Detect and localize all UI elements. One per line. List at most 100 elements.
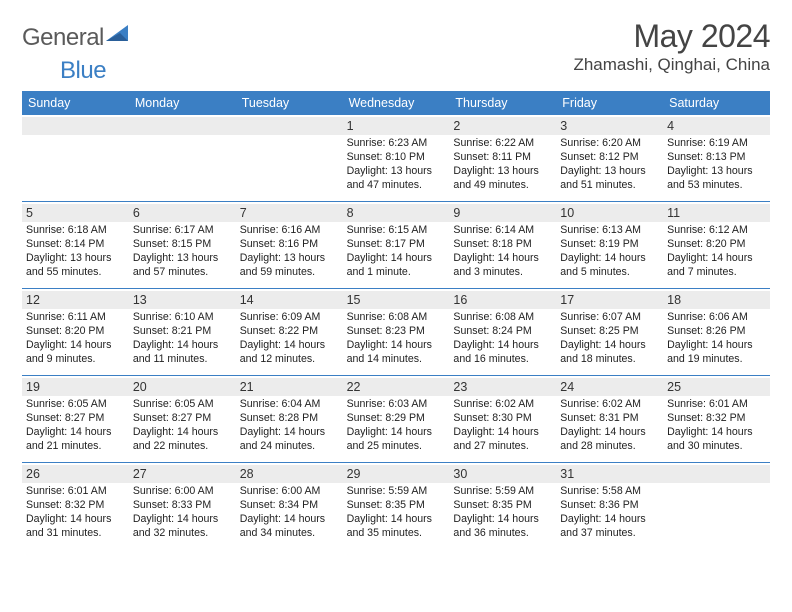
- week-row: 19Sunrise: 6:05 AMSunset: 8:27 PMDayligh…: [22, 375, 770, 462]
- day-info: Sunrise: 6:00 AMSunset: 8:33 PMDaylight:…: [133, 485, 232, 541]
- day-cell: 27 Sunrise: 6:00 AMSunset: 8:33 PMDayligh…: [129, 463, 236, 549]
- weekday-header-monday: Monday: [129, 91, 236, 115]
- day-number-empty: [129, 117, 236, 135]
- day-info: Sunrise: 6:01 AMSunset: 8:32 PMDaylight:…: [26, 485, 125, 541]
- week-row: 26 Sunrise: 6:01 AMSunset: 8:32 PMDayligh…: [22, 462, 770, 549]
- day-number: 6: [129, 204, 236, 222]
- day-info: Sunrise: 6:10 AMSunset: 8:21 PMDaylight:…: [133, 311, 232, 367]
- week-row: 12Sunrise: 6:11 AMSunset: 8:20 PMDayligh…: [22, 288, 770, 375]
- day-cell: 19 Sunrise: 6:05 AMSunset: 8:27 PMDayligh…: [22, 376, 129, 462]
- day-cell: 24 Sunrise: 6:02 AMSunset: 8:31 PMDayligh…: [556, 376, 663, 462]
- day-cell-empty: [236, 115, 343, 201]
- day-number: 22: [343, 378, 450, 396]
- day-cell: 2 Sunrise: 6:22 AMSunset: 8:11 PMDaylight…: [449, 115, 556, 201]
- brand-part1: General: [22, 24, 104, 52]
- logo-triangle-icon: [106, 23, 132, 48]
- day-cell: 29 Sunrise: 5:59 AMSunset: 8:35 PMDayligh…: [343, 463, 450, 549]
- day-cell: 5Sunrise: 6:18 AMSunset: 8:14 PMDaylight…: [22, 202, 129, 288]
- day-cell: 10 Sunrise: 6:13 AMSunset: 8:19 PMDayligh…: [556, 202, 663, 288]
- week-row: 5Sunrise: 6:18 AMSunset: 8:14 PMDaylight…: [22, 201, 770, 288]
- day-cell: 28Sunrise: 6:00 AMSunset: 8:34 PMDayligh…: [236, 463, 343, 549]
- day-cell: 25 Sunrise: 6:01 AMSunset: 8:32 PMDayligh…: [663, 376, 770, 462]
- day-info: Sunrise: 6:01 AMSunset: 8:32 PMDaylight:…: [667, 398, 766, 454]
- day-cell-empty: [22, 115, 129, 201]
- weekday-header-sunday: Sunday: [22, 91, 129, 115]
- day-number: 14: [236, 291, 343, 309]
- day-number: 20: [129, 378, 236, 396]
- day-info: Sunrise: 6:03 AMSunset: 8:29 PMDaylight:…: [347, 398, 446, 454]
- brand-logo: General: [22, 24, 132, 52]
- day-number: 17: [556, 291, 663, 309]
- day-number: 29: [343, 465, 450, 483]
- day-cell-empty: [129, 115, 236, 201]
- location-text: Zhamashi, Qinghai, China: [573, 55, 770, 75]
- day-info: Sunrise: 5:59 AMSunset: 8:35 PMDaylight:…: [347, 485, 446, 541]
- day-info: Sunrise: 6:08 AMSunset: 8:23 PMDaylight:…: [347, 311, 446, 367]
- day-cell: 26 Sunrise: 6:01 AMSunset: 8:32 PMDayligh…: [22, 463, 129, 549]
- day-info: Sunrise: 6:13 AMSunset: 8:19 PMDaylight:…: [560, 224, 659, 280]
- day-cell: 7Sunrise: 6:16 AMSunset: 8:16 PMDaylight…: [236, 202, 343, 288]
- day-number: 25: [663, 378, 770, 396]
- day-cell: 31Sunrise: 5:58 AMSunset: 8:36 PMDayligh…: [556, 463, 663, 549]
- day-info: Sunrise: 6:15 AMSunset: 8:17 PMDaylight:…: [347, 224, 446, 280]
- day-info: Sunrise: 6:05 AMSunset: 8:27 PMDaylight:…: [133, 398, 232, 454]
- day-cell: 17Sunrise: 6:07 AMSunset: 8:25 PMDayligh…: [556, 289, 663, 375]
- day-number: 18: [663, 291, 770, 309]
- day-cell: 30 Sunrise: 5:59 AMSunset: 8:35 PMDayligh…: [449, 463, 556, 549]
- day-number: 27: [129, 465, 236, 483]
- month-title: May 2024: [573, 18, 770, 55]
- day-info: Sunrise: 5:59 AMSunset: 8:35 PMDaylight:…: [453, 485, 552, 541]
- day-number: 15: [343, 291, 450, 309]
- day-number-empty: [22, 117, 129, 135]
- day-number: 7: [236, 204, 343, 222]
- week-row: 1 Sunrise: 6:23 AMSunset: 8:10 PMDaylight…: [22, 115, 770, 201]
- day-number: 30: [449, 465, 556, 483]
- day-cell: 6 Sunrise: 6:17 AMSunset: 8:15 PMDaylight…: [129, 202, 236, 288]
- day-number: 5: [22, 204, 129, 222]
- day-info: Sunrise: 6:06 AMSunset: 8:26 PMDaylight:…: [667, 311, 766, 367]
- day-cell: 1 Sunrise: 6:23 AMSunset: 8:10 PMDaylight…: [343, 115, 450, 201]
- day-number: 10: [556, 204, 663, 222]
- day-cell: 22 Sunrise: 6:03 AMSunset: 8:29 PMDayligh…: [343, 376, 450, 462]
- day-cell: 23Sunrise: 6:02 AMSunset: 8:30 PMDayligh…: [449, 376, 556, 462]
- day-number: 1: [343, 117, 450, 135]
- title-block: May 2024 Zhamashi, Qinghai, China: [573, 18, 770, 75]
- day-info: Sunrise: 6:20 AMSunset: 8:12 PMDaylight:…: [560, 137, 659, 193]
- day-info: Sunrise: 6:11 AMSunset: 8:20 PMDaylight:…: [26, 311, 125, 367]
- weekday-header-wednesday: Wednesday: [343, 91, 450, 115]
- day-number: 8: [343, 204, 450, 222]
- day-info: Sunrise: 6:17 AMSunset: 8:15 PMDaylight:…: [133, 224, 232, 280]
- day-cell: 15 Sunrise: 6:08 AMSunset: 8:23 PMDayligh…: [343, 289, 450, 375]
- day-info: Sunrise: 6:08 AMSunset: 8:24 PMDaylight:…: [453, 311, 552, 367]
- day-cell: 11Sunrise: 6:12 AMSunset: 8:20 PMDayligh…: [663, 202, 770, 288]
- day-cell: 18 Sunrise: 6:06 AMSunset: 8:26 PMDayligh…: [663, 289, 770, 375]
- day-info: Sunrise: 6:23 AMSunset: 8:10 PMDaylight:…: [347, 137, 446, 193]
- day-info: Sunrise: 6:02 AMSunset: 8:31 PMDaylight:…: [560, 398, 659, 454]
- day-number-empty: [236, 117, 343, 135]
- day-number: 24: [556, 378, 663, 396]
- day-number: 26: [22, 465, 129, 483]
- day-cell: 9Sunrise: 6:14 AMSunset: 8:18 PMDaylight…: [449, 202, 556, 288]
- weekday-header-friday: Friday: [556, 91, 663, 115]
- day-number: 28: [236, 465, 343, 483]
- calendar-page: General May 2024 Zhamashi, Qinghai, Chin…: [0, 0, 792, 549]
- day-cell: 13Sunrise: 6:10 AMSunset: 8:21 PMDayligh…: [129, 289, 236, 375]
- day-info: Sunrise: 6:19 AMSunset: 8:13 PMDaylight:…: [667, 137, 766, 193]
- day-number: 2: [449, 117, 556, 135]
- day-number: 3: [556, 117, 663, 135]
- day-number: 31: [556, 465, 663, 483]
- day-number: 16: [449, 291, 556, 309]
- day-number: 9: [449, 204, 556, 222]
- day-number: 11: [663, 204, 770, 222]
- day-info: Sunrise: 6:04 AMSunset: 8:28 PMDaylight:…: [240, 398, 339, 454]
- day-number: 19: [22, 378, 129, 396]
- day-info: Sunrise: 6:05 AMSunset: 8:27 PMDaylight:…: [26, 398, 125, 454]
- day-info: Sunrise: 6:22 AMSunset: 8:11 PMDaylight:…: [453, 137, 552, 193]
- calendar-grid: SundayMondayTuesdayWednesdayThursdayFrid…: [22, 91, 770, 549]
- weekday-header-saturday: Saturday: [663, 91, 770, 115]
- day-cell-empty: [663, 463, 770, 549]
- day-cell: 16 Sunrise: 6:08 AMSunset: 8:24 PMDayligh…: [449, 289, 556, 375]
- day-number: 21: [236, 378, 343, 396]
- day-cell: 4Sunrise: 6:19 AMSunset: 8:13 PMDaylight…: [663, 115, 770, 201]
- day-cell: 20 Sunrise: 6:05 AMSunset: 8:27 PMDayligh…: [129, 376, 236, 462]
